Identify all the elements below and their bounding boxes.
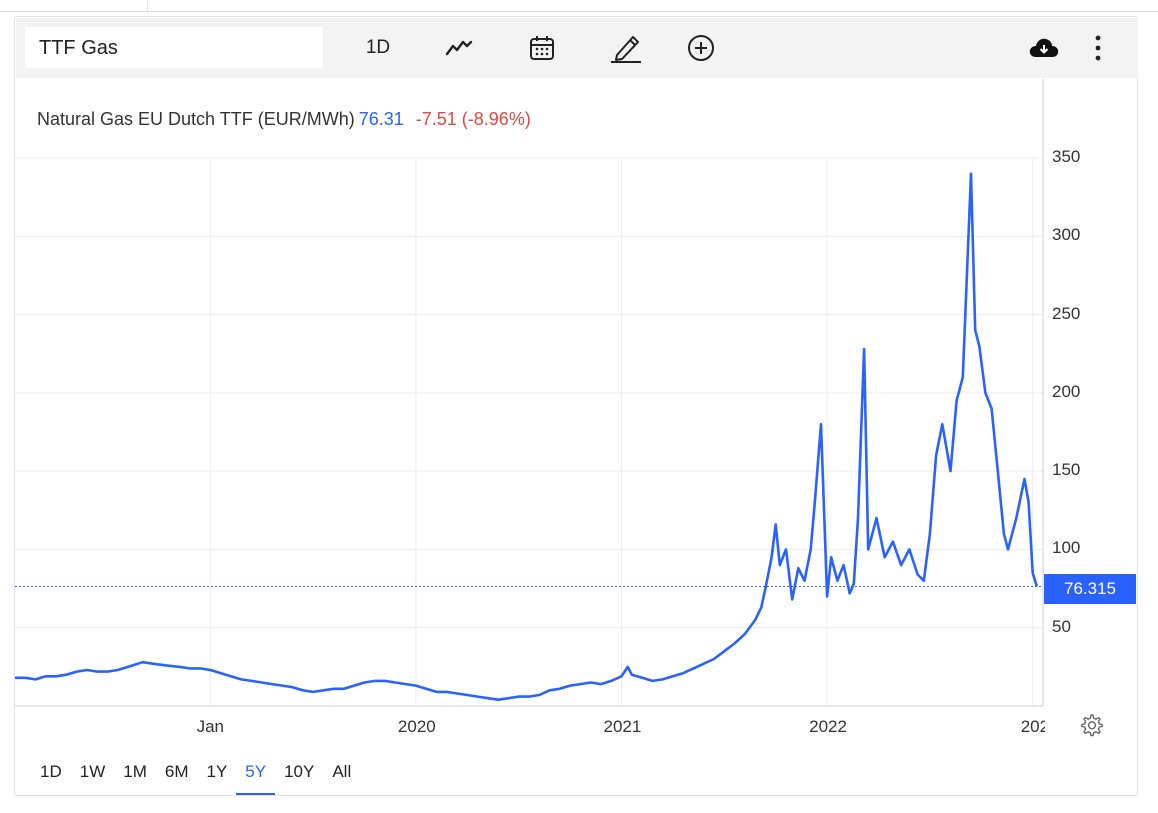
legend-series-name: Natural Gas EU Dutch TTF (EUR/MWh)	[37, 109, 355, 129]
y-tick-label: 100	[1052, 538, 1081, 558]
line-chart-icon[interactable]	[442, 31, 476, 65]
x-tick-label: 2021	[603, 717, 642, 736]
y-tick-label: 50	[1052, 616, 1071, 636]
range-button-1y[interactable]: 1Y	[206, 762, 228, 781]
draw-pencil-icon[interactable]	[606, 31, 646, 65]
range-button-1m[interactable]: 1M	[123, 762, 147, 781]
settings-gear-icon[interactable]	[1079, 713, 1103, 737]
series-line-0	[15, 172, 1039, 702]
top-tab	[0, 0, 148, 12]
range-button-5y[interactable]: 5Y	[236, 752, 275, 795]
y-tick-label: 300	[1052, 225, 1081, 245]
symbol-input[interactable]: TTF Gas	[25, 27, 323, 68]
x-tick-label: 2020	[397, 717, 436, 736]
price-chart[interactable]	[15, 17, 1139, 797]
top-strip	[0, 0, 1158, 12]
x-tick-label: 202	[1020, 717, 1045, 736]
chart-legend: Natural Gas EU Dutch TTF (EUR/MWh) 76.31-…	[37, 109, 531, 130]
range-button-all[interactable]: All	[332, 762, 352, 781]
download-cloud-icon[interactable]	[1026, 31, 1062, 65]
range-button-1d[interactable]: 1D	[40, 762, 62, 781]
x-tick-label: Jan	[196, 717, 225, 736]
add-plus-icon[interactable]	[684, 31, 718, 65]
y-tick-label: 200	[1052, 381, 1081, 401]
range-selector: 1D 1W 1M 6M 1Y 5Y 10Y All	[31, 752, 360, 796]
chart-panel: TTF Gas 1D Natural Gas EU Dutch TTF (EUR…	[14, 16, 1138, 796]
legend-last-value: 76.31	[358, 109, 404, 129]
chart-toolbar: TTF Gas 1D	[16, 18, 1138, 78]
range-button-1w[interactable]: 1W	[79, 762, 106, 781]
y-tick-label: 350	[1052, 147, 1081, 166]
last-price-tag: 76.315	[1044, 574, 1136, 604]
interval-label: 1D	[365, 37, 391, 58]
range-button-6m[interactable]: 6M	[164, 762, 189, 781]
calendar-icon[interactable]	[525, 31, 559, 65]
interval-button[interactable]: 1D	[356, 31, 400, 65]
legend-change: -7.51 (-8.96%)	[415, 109, 531, 129]
symbol-name: TTF Gas	[39, 37, 118, 59]
x-tick-label: 2022	[809, 717, 847, 736]
range-button-10y[interactable]: 10Y	[284, 762, 315, 781]
y-tick-label: 250	[1052, 303, 1081, 323]
more-vertical-icon[interactable]	[1090, 31, 1106, 65]
y-tick-label: 150	[1052, 460, 1081, 480]
